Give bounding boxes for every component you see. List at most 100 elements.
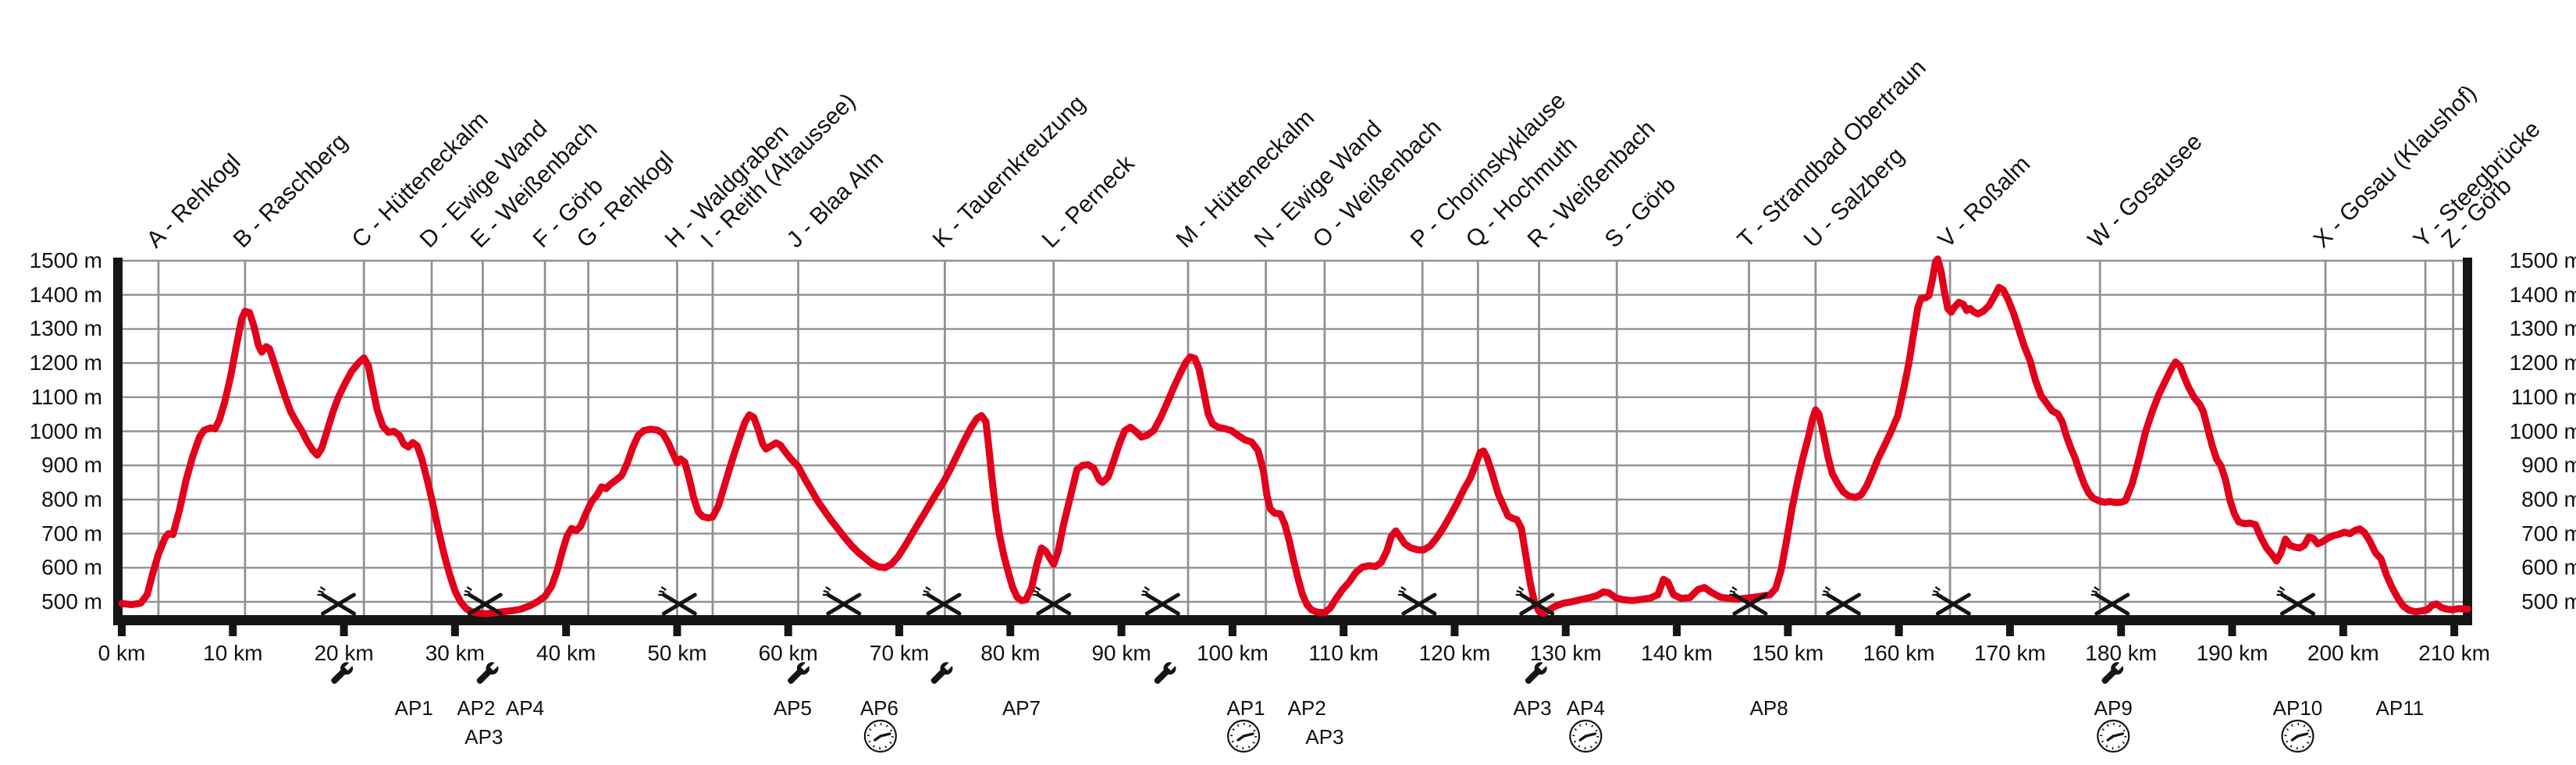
aid-post-label: AP4 [505,696,545,720]
x-axis-tick [895,625,904,636]
aid-post-label: AP6 [859,696,898,720]
x-tick-label: 160 km [1863,641,1935,665]
y-axis-right [2463,258,2472,625]
y-tick-label-right: 1400 m [2509,282,2576,307]
y-tick-label-right: 700 m [2521,521,2576,546]
food-station-icon [1728,586,1768,616]
food-station-icon [1032,586,1072,616]
aid-post-label: AP3 [1305,725,1344,749]
x-axis-tick [2228,625,2236,636]
x-axis-tick [1450,625,1459,636]
y-tick-label-left: 1100 m [30,384,102,409]
aid-post-label: AP7 [1002,696,1041,720]
x-axis-tick [2005,625,2014,636]
food-station-icon [317,586,356,616]
x-axis [113,615,2472,625]
food-station-icon [1515,586,1555,616]
clock-icon [863,719,897,753]
y-tick-label-left: 1300 m [29,316,102,341]
x-tick-label: 30 km [425,641,485,665]
x-tick-label: 190 km [2196,641,2268,665]
y-tick-label-left: 1000 m [29,418,102,443]
x-axis-tick [450,625,459,636]
aid-post-label: AP8 [1749,696,1788,720]
wrench-icon [1525,659,1550,684]
y-tick-label-left: 800 m [41,486,102,511]
food-station-icon [1141,586,1180,616]
food-station-icon [1822,586,1861,616]
x-axis-tick [229,625,237,636]
y-tick-label-right: 1200 m [2509,350,2576,375]
x-axis-tick [1228,625,1236,636]
y-tick-label-right: 1100 m [2510,384,2576,409]
y-tick-label-right: 1000 m [2509,418,2576,443]
x-tick-label: 120 km [1418,641,1491,665]
wrench-icon [476,659,501,684]
x-tick-label: 90 km [1091,641,1151,665]
y-tick-label-right: 500 m [2521,589,2576,614]
y-tick-label-right: 1500 m [2509,248,2576,272]
x-tick-label: 210 km [2418,641,2490,665]
food-station-icon [1932,586,1971,616]
x-axis-tick [1895,625,1903,636]
x-axis-tick [784,625,792,636]
x-axis-tick [562,625,571,636]
clock-icon [2281,719,2314,753]
x-tick-label: 70 km [869,641,930,665]
clock-icon [1227,719,1261,753]
y-tick-label-left: 1500 m [29,248,102,272]
y-tick-label-left: 500 m [41,589,102,614]
clock-icon [1569,719,1603,753]
x-tick-label: 40 km [536,641,596,665]
food-station-icon [1397,586,1437,616]
x-axis-tick [2339,625,2347,636]
x-tick-label: 20 km [314,641,374,665]
food-station-icon [2276,586,2315,616]
x-axis-tick [673,625,681,636]
wrench-icon [788,659,813,684]
food-station-icon [658,586,697,616]
aid-post-label: AP3 [464,725,503,749]
aid-post-label: AP3 [1513,696,1552,720]
food-station-icon [922,586,962,616]
x-tick-label: 140 km [1641,641,1713,665]
x-tick-label: 110 km [1308,641,1379,665]
aid-post-label: AP4 [1566,696,1605,720]
wrench-icon [930,659,955,684]
aid-post-label: AP11 [2375,696,2425,720]
y-tick-label-left: 900 m [41,453,102,478]
y-axis-left [113,258,123,625]
aid-post-label: AP10 [2272,696,2323,720]
x-axis-tick [1784,625,1792,636]
x-axis-tick [1561,625,1570,636]
food-station-icon [2090,586,2130,616]
x-tick-label: 130 km [1529,641,1602,665]
x-tick-label: 10 km [203,641,263,665]
x-axis-tick [1006,625,1015,636]
y-tick-label-right: 1300 m [2509,316,2576,341]
aid-post-label: AP9 [2094,696,2133,720]
aid-post-label: AP5 [773,696,812,720]
wrench-icon [331,659,356,684]
x-tick-label: 0 km [98,641,146,665]
x-axis-tick [118,625,126,636]
wrench-icon [2101,659,2126,684]
x-tick-label: 60 km [758,641,818,665]
x-axis-tick [1673,625,1681,636]
x-tick-label: 200 km [2307,641,2379,665]
x-tick-label: 150 km [1752,641,1824,665]
aid-post-label: AP1 [394,696,433,720]
x-tick-label: 180 km [2085,641,2158,665]
aid-post-label: AP2 [1287,696,1326,720]
x-tick-label: 50 km [647,641,707,665]
x-axis-tick [340,625,348,636]
y-tick-label-left: 700 m [41,521,102,546]
food-station-icon [822,586,862,616]
aid-post-label: AP1 [1226,696,1265,720]
elevation-line [118,255,2471,617]
x-axis-tick [2117,625,2126,636]
x-axis-tick [1117,625,1126,636]
y-tick-label-right: 800 m [2521,486,2576,511]
x-axis-tick [1340,625,1348,636]
